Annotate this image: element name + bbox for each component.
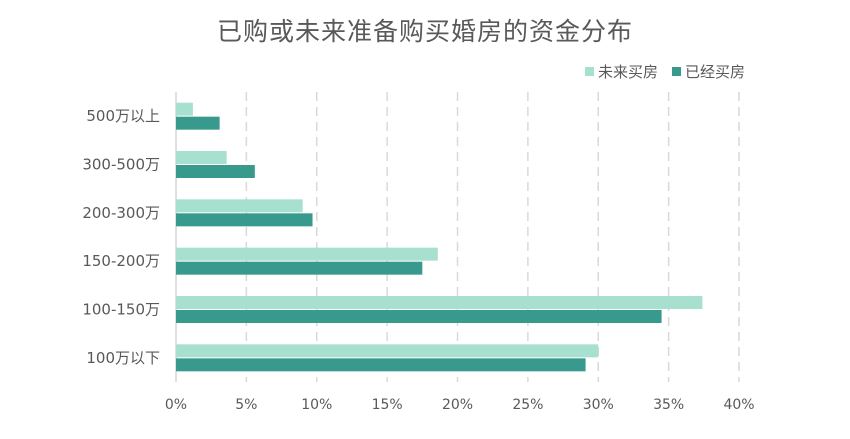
bar-future xyxy=(176,296,703,309)
bar-bought xyxy=(176,358,586,372)
legend-item-bought: 已经买房 xyxy=(672,61,745,82)
bar-future xyxy=(176,199,303,213)
legend-label-future: 未来买房 xyxy=(598,62,659,81)
bar-bought xyxy=(176,165,255,178)
bar-future xyxy=(176,247,438,261)
x-tick-label: 0% xyxy=(165,397,187,413)
bar-future xyxy=(176,344,599,358)
category-label: 100万以下 xyxy=(86,349,160,367)
bar-bought xyxy=(176,116,220,130)
bar-future xyxy=(176,102,193,116)
legend-swatch-bought xyxy=(672,66,682,76)
legend-label-bought: 已经买房 xyxy=(685,62,746,81)
x-tick-label: 25% xyxy=(512,397,543,413)
bar-bought xyxy=(176,213,313,227)
bar-future xyxy=(176,151,227,164)
category-label: 300-500万 xyxy=(82,156,160,174)
category-label: 150-200万 xyxy=(82,252,160,270)
legend: 未来买房 已经买房 xyxy=(585,60,759,82)
legend-swatch-future xyxy=(585,66,594,76)
x-tick-label: 35% xyxy=(653,397,684,413)
x-tick-label: 40% xyxy=(723,397,754,413)
legend-item-future: 未来买房 xyxy=(585,61,658,82)
x-tick-label: 20% xyxy=(442,397,473,413)
x-tick-label: 5% xyxy=(235,397,257,413)
category-label: 200-300万 xyxy=(82,204,160,222)
chart-title: 已购或未来准备购买婚房的资金分布 xyxy=(216,17,633,46)
x-tick-label: 10% xyxy=(301,397,332,413)
bar-bought xyxy=(176,310,662,323)
category-label: 500万以上 xyxy=(86,107,160,125)
category-label: 100-150万 xyxy=(82,301,160,319)
bar-bought xyxy=(176,261,423,275)
x-tick-label: 15% xyxy=(372,397,403,413)
x-tick-label: 30% xyxy=(583,397,614,413)
